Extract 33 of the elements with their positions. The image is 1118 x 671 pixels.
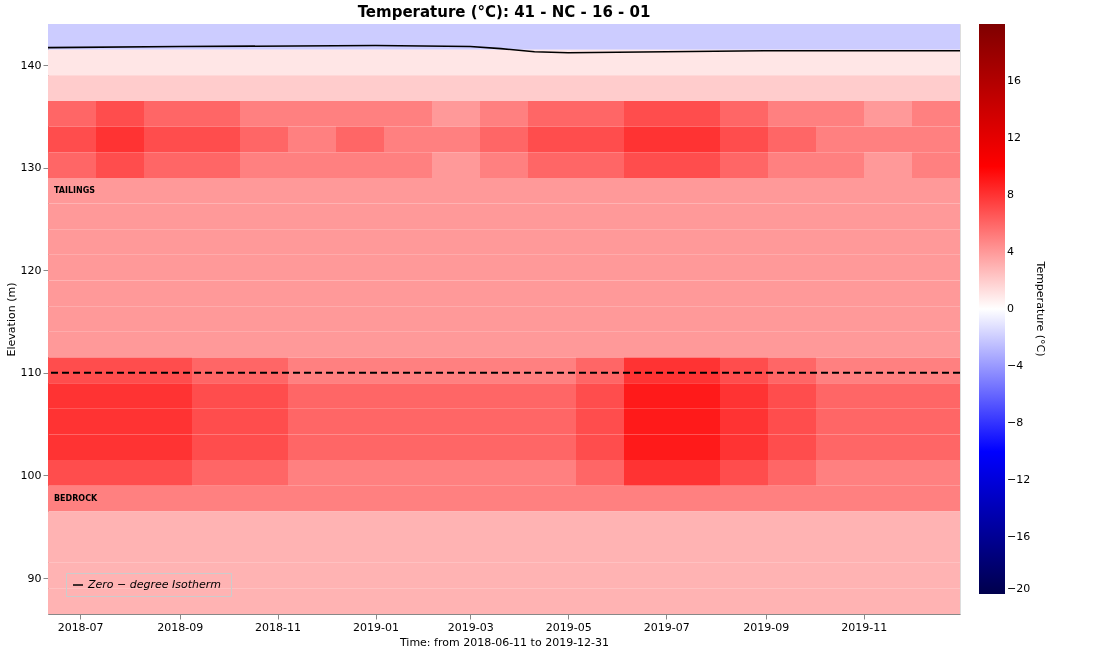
color-bar-label: −12 xyxy=(1007,473,1031,486)
color-bar-label: 0 xyxy=(1007,302,1014,315)
y-tick-label: 90 xyxy=(27,571,42,585)
x-tick-label: 2018-09 xyxy=(157,620,204,634)
x-tick-label: 2018-07 xyxy=(57,620,104,634)
color-bar-label: −4 xyxy=(1007,359,1024,372)
y-tick-label: 110 xyxy=(20,366,42,380)
color-bar-label: 12 xyxy=(1007,131,1021,144)
legend-label: Zero − degree Isotherm xyxy=(87,578,222,591)
color-bar-label: −8 xyxy=(1007,416,1024,429)
y-tick-label: 140 xyxy=(20,58,42,72)
line-series xyxy=(47,44,961,54)
x-tick-label: 2019-05 xyxy=(545,620,592,634)
annotation: BEDROCK xyxy=(54,493,99,503)
x-tick-label: 2019-07 xyxy=(643,620,690,634)
x-axis-title: Time: from 2018-06-11 to 2019-12-31 xyxy=(398,635,610,649)
x-tick-label: 2019-03 xyxy=(447,620,494,634)
chart-title: Temperature (°C): 41 - NC - 16 - 01 xyxy=(357,3,651,21)
annotation: TAILINGS xyxy=(54,185,96,195)
color-bar-label: 8 xyxy=(1007,188,1014,201)
y-tick-label: 100 xyxy=(20,468,42,482)
color-bar-label: −16 xyxy=(1007,530,1031,543)
y-tick-label: 130 xyxy=(20,161,42,175)
x-tick-label: 2019-09 xyxy=(743,620,790,634)
x-tick-label: 2019-11 xyxy=(841,620,888,634)
x-tick-label: 2019-01 xyxy=(353,620,400,634)
color-bar-title: Temperature (°C) xyxy=(1034,260,1047,357)
color-bar-label: 16 xyxy=(1007,74,1021,87)
y-axis-title: Elevation (m) xyxy=(4,282,18,357)
y-tick-label: 120 xyxy=(20,263,42,277)
color-bar-label: −20 xyxy=(1007,582,1031,595)
color-bar-label: 4 xyxy=(1007,245,1014,258)
x-tick-label: 2018-11 xyxy=(255,620,302,634)
